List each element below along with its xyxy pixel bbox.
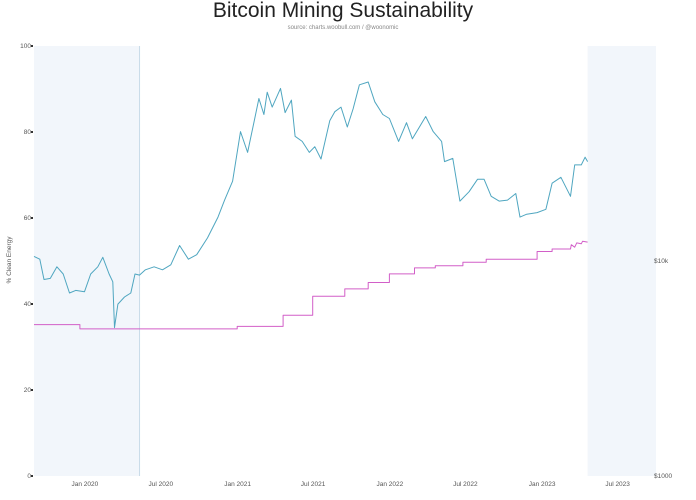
- y-tick-label: 20: [24, 387, 32, 394]
- series-layer: [33, 81, 589, 330]
- shaded-period-0: [34, 46, 140, 476]
- x-tick-label: Jan 2022: [376, 481, 403, 488]
- y-right-tick-label: $1000: [654, 473, 672, 480]
- y-tick-label: 60: [24, 215, 32, 222]
- y-axis-right: $10k $1000: [654, 258, 672, 480]
- y-tick-label: 0: [27, 473, 31, 480]
- x-tick-label: Jul 2020: [149, 481, 174, 488]
- y-axis-label: % Clean Energy: [6, 236, 13, 284]
- y-tick-mark: [31, 131, 33, 133]
- y-axis-left: 0 20 40 60 80 100: [20, 43, 33, 480]
- shaded-period-1: [587, 46, 656, 476]
- x-tick-label: Jul 2022: [453, 481, 478, 488]
- x-axis: Jan 2020 Jul 2020 Jan 2021 Jul 2021 Jan 2022…: [72, 481, 631, 488]
- y-tick-label: 100: [20, 43, 31, 50]
- x-tick-label: Jul 2023: [605, 481, 630, 488]
- y-tick-mark: [31, 303, 33, 305]
- x-tick-label: Jan 2023: [529, 481, 556, 488]
- y-tick-label: 40: [24, 301, 32, 308]
- x-tick-label: Jan 2020: [72, 481, 99, 488]
- y-tick-mark: [31, 45, 33, 47]
- background-layer: [34, 46, 656, 476]
- price-series-line: [33, 81, 589, 329]
- y-tick-mark: [31, 475, 33, 477]
- x-tick-label: Jul 2021: [301, 481, 326, 488]
- y-tick-label: 80: [24, 129, 32, 136]
- y-tick-mark: [31, 389, 33, 391]
- y-tick-mark: [31, 217, 33, 219]
- chart-title: Bitcoin Mining Sustainability: [213, 0, 474, 22]
- y-right-tick-label: $10k: [654, 258, 669, 265]
- x-tick-label: Jan 2021: [224, 481, 251, 488]
- clean-energy-series-line: [34, 240, 588, 330]
- chart-subtitle: source: charts.woobull.com / @woonomic: [288, 25, 399, 31]
